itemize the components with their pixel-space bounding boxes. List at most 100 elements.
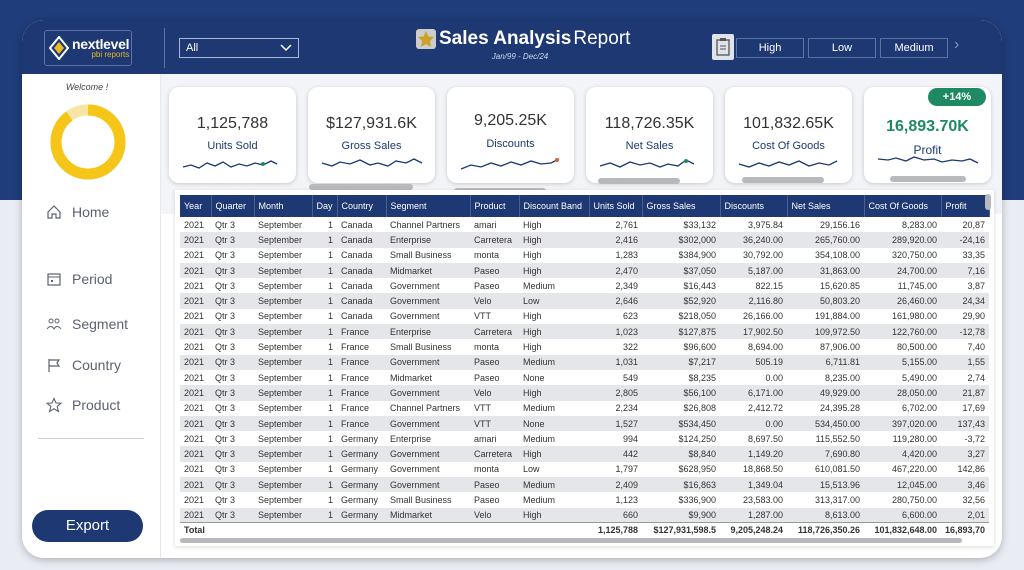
table-row[interactable]: 2021 Qtr 3 September 1 Canada Government Paseo… xyxy=(180,278,989,293)
col-header[interactable]: Cost Of Goods xyxy=(864,195,942,217)
table-cell: $26,808 xyxy=(683,403,717,414)
table-row[interactable]: 2021 Qtr 3 September 1 Canada Midmarket Paseo H… xyxy=(180,262,990,279)
table-cell: $336,900 xyxy=(678,494,717,505)
col-header[interactable]: Discounts xyxy=(720,195,788,217)
col-header[interactable]: Net Sales xyxy=(787,195,865,217)
table-cell: $302,000 xyxy=(642,232,721,248)
horizontal-scrollbar[interactable] xyxy=(180,538,962,543)
table-row[interactable]: 2021 Qtr 3 September 1 France Government Velo H… xyxy=(180,385,990,401)
sparkline xyxy=(321,158,423,167)
table-cell: Midmarket xyxy=(390,372,433,383)
col-header[interactable]: Year xyxy=(180,195,212,217)
table-cell: 2021 xyxy=(184,342,205,353)
table-cell: 1 xyxy=(312,354,338,370)
table-cell: Qtr 3 xyxy=(211,232,254,248)
table-row[interactable]: 2021 Qtr 3 September 1 Germany Midmarket Velo H… xyxy=(180,507,990,523)
nav-country[interactable]: Country xyxy=(46,357,121,373)
table-row[interactable]: 2021 Qtr 3 September 1 France Midmarket Paseo N… xyxy=(180,370,989,385)
col-header[interactable]: Gross Sales xyxy=(642,195,721,217)
col-header[interactable]: Units Sold xyxy=(589,195,643,217)
col-header[interactable]: Discount Band xyxy=(519,195,590,217)
total-cell xyxy=(254,522,312,537)
table-cell: 26,166.00 xyxy=(742,311,784,322)
table-row[interactable]: 2021 Qtr 3 September 1 Germany Government Pase… xyxy=(180,477,990,493)
table-row[interactable]: 2021 Qtr 3 September 1 Canada Enterprise Carre… xyxy=(180,232,990,248)
table-cell: 1,283 xyxy=(615,250,639,261)
table-cell: $9,900 xyxy=(642,507,721,523)
table-cell: Qtr 3 xyxy=(215,433,236,444)
chevron-down-icon xyxy=(280,44,292,52)
table-cell: 18,868.50 xyxy=(742,464,784,475)
table-cell: 8,235.00 xyxy=(824,372,861,383)
table-row[interactable]: 2021 Qtr 3 September 1 France Government VTT No… xyxy=(180,415,990,432)
table-cell: 994 xyxy=(622,433,639,444)
table-cell: Paseo xyxy=(470,477,520,493)
nav-segment[interactable]: Segment xyxy=(46,316,128,332)
col-header[interactable]: Month xyxy=(254,195,313,217)
table-cell: 122,760.00 xyxy=(864,324,942,340)
nav-period[interactable]: Period xyxy=(46,271,112,287)
flag-icon xyxy=(48,359,61,372)
table-cell: High xyxy=(523,219,542,230)
table-row[interactable]: 2021 Qtr 3 September 1 France Enterprise Carre… xyxy=(180,324,990,340)
chevron-right-icon[interactable]: › xyxy=(954,36,960,53)
table-cell: 660 xyxy=(589,507,643,523)
table-cell: Government xyxy=(390,311,440,322)
kpi-label: Units Sold xyxy=(207,140,258,152)
table-cell: $628,950 xyxy=(678,464,717,475)
band-low-button[interactable]: Low xyxy=(808,38,876,58)
kpi-scrollbar[interactable] xyxy=(742,177,824,183)
nav-home[interactable]: Home xyxy=(46,204,109,220)
col-header[interactable]: Profit xyxy=(941,195,990,217)
filter-select[interactable]: All xyxy=(179,38,299,58)
table-cell: Government xyxy=(386,446,471,462)
table-row[interactable]: 2021 Qtr 3 September 1 France Channel Partner… xyxy=(180,401,989,416)
total-cell: 101,832,648.00 xyxy=(864,522,942,537)
table-row[interactable]: 2021 Qtr 3 September 1 Canada Channel Partner… xyxy=(180,217,989,232)
table-cell: September xyxy=(254,262,312,279)
table-cell: Velo xyxy=(470,385,520,401)
table-row[interactable]: 2021 Qtr 3 September 1 Canada Small Business m… xyxy=(180,248,989,263)
table-row[interactable]: 2021 Qtr 3 September 1 France Small Business m… xyxy=(180,339,989,354)
table-cell: 142,86 xyxy=(957,464,986,475)
table-cell: 0.00 xyxy=(765,372,784,383)
table-row[interactable]: 2021 Qtr 3 September 1 Germany Government mont… xyxy=(180,462,989,477)
table-cell: 397,020.00 xyxy=(864,415,942,432)
kpi-scrollbar[interactable] xyxy=(309,184,413,190)
table-cell: 1 xyxy=(328,250,334,261)
filter-icon[interactable] xyxy=(712,34,734,60)
table-cell: Channel Partners xyxy=(390,403,461,414)
kpi-scrollbar[interactable] xyxy=(598,178,680,184)
vertical-scrollbar[interactable] xyxy=(985,194,991,210)
table-row[interactable]: 2021 Qtr 3 September 1 Canada Government Velo L… xyxy=(180,293,990,309)
table-cell: 1 xyxy=(328,280,334,291)
table-row[interactable]: 2021 Qtr 3 September 1 Canada Government VTT Hi… xyxy=(180,309,989,324)
table-row[interactable]: 2021 Qtr 3 September 1 France Government Paseo… xyxy=(180,354,990,370)
band-medium-button[interactable]: Medium xyxy=(880,38,948,58)
table-cell: 322 xyxy=(622,342,639,353)
table-cell: September xyxy=(254,415,312,432)
nav-product[interactable]: Product xyxy=(46,397,120,413)
col-header[interactable]: Quarter xyxy=(211,195,255,217)
clipboard-icon xyxy=(716,38,730,56)
table-cell: Canada xyxy=(341,250,373,261)
table-cell: Paseo xyxy=(474,372,500,383)
band-high-button[interactable]: High xyxy=(736,38,804,58)
table-cell: 1 xyxy=(328,342,334,353)
table-cell: 2,01 xyxy=(941,507,990,523)
table-row[interactable]: 2021 Qtr 3 September 1 Germany Enterprise amar… xyxy=(180,431,989,446)
table-cell: Paseo xyxy=(470,262,520,279)
table-cell: September xyxy=(258,219,303,230)
table-cell: 1,287.00 xyxy=(720,507,788,523)
export-button[interactable]: Export xyxy=(32,510,143,542)
col-header[interactable]: Product xyxy=(470,195,520,217)
table-cell: France xyxy=(341,372,370,383)
table-row[interactable]: 2021 Qtr 3 September 1 Germany Small Business… xyxy=(180,492,989,507)
table-cell: 24,700.00 xyxy=(864,262,942,279)
table-cell: Medium xyxy=(523,433,556,444)
col-header[interactable]: Day xyxy=(312,195,338,217)
kpi-scrollbar[interactable] xyxy=(890,176,966,182)
col-header[interactable]: Country xyxy=(337,195,387,217)
table-row[interactable]: 2021 Qtr 3 September 1 Germany Government Carr… xyxy=(180,446,990,462)
col-header[interactable]: Segment xyxy=(386,195,471,217)
